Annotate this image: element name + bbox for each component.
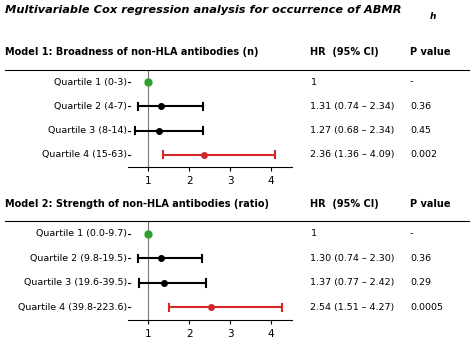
Text: 0.29: 0.29 bbox=[410, 278, 431, 287]
Text: Quartile 4 (15-63): Quartile 4 (15-63) bbox=[42, 150, 127, 159]
Text: 1.31 (0.74 – 2.34): 1.31 (0.74 – 2.34) bbox=[310, 102, 395, 111]
Text: 0.36: 0.36 bbox=[410, 102, 431, 111]
Text: Quartile 3 (19.6-39.5): Quartile 3 (19.6-39.5) bbox=[24, 278, 127, 287]
Text: P value: P value bbox=[410, 48, 450, 58]
Text: HR  (95% CI): HR (95% CI) bbox=[310, 199, 379, 209]
Text: -: - bbox=[410, 77, 413, 86]
Text: P value: P value bbox=[410, 199, 450, 209]
Text: 1: 1 bbox=[310, 229, 317, 238]
Text: Quartile 2 (4-7): Quartile 2 (4-7) bbox=[54, 102, 127, 111]
Text: Multivariable Cox regression analysis for occurrence of ABMR: Multivariable Cox regression analysis fo… bbox=[5, 5, 401, 15]
Text: Quartile 1 (0.0-9.7): Quartile 1 (0.0-9.7) bbox=[36, 229, 127, 238]
Text: h: h bbox=[429, 12, 436, 21]
Text: Model 1: Broadness of non-HLA antibodies (n): Model 1: Broadness of non-HLA antibodies… bbox=[5, 48, 258, 58]
Text: 0.002: 0.002 bbox=[410, 150, 437, 159]
Text: Quartile 1 (0-3): Quartile 1 (0-3) bbox=[54, 77, 127, 86]
Text: 1.30 (0.74 – 2.30): 1.30 (0.74 – 2.30) bbox=[310, 254, 395, 263]
Text: Quartile 4 (39.8-223.6): Quartile 4 (39.8-223.6) bbox=[18, 303, 127, 312]
Text: 2.54 (1.51 – 4.27): 2.54 (1.51 – 4.27) bbox=[310, 303, 395, 312]
Text: Model 2: Strength of non-HLA antibodies (ratio): Model 2: Strength of non-HLA antibodies … bbox=[5, 199, 269, 209]
Text: 2.36 (1.36 – 4.09): 2.36 (1.36 – 4.09) bbox=[310, 150, 395, 159]
Text: -: - bbox=[410, 229, 413, 238]
Text: 1.37 (0.77 – 2.42): 1.37 (0.77 – 2.42) bbox=[310, 278, 395, 287]
Text: 1.27 (0.68 – 2.34): 1.27 (0.68 – 2.34) bbox=[310, 126, 395, 135]
Text: 0.36: 0.36 bbox=[410, 254, 431, 263]
Text: Quartile 3 (8-14): Quartile 3 (8-14) bbox=[48, 126, 127, 135]
Text: Quartile 2 (9.8-19.5): Quartile 2 (9.8-19.5) bbox=[30, 254, 127, 263]
Text: 1: 1 bbox=[310, 77, 317, 86]
Text: 0.45: 0.45 bbox=[410, 126, 431, 135]
Text: HR  (95% CI): HR (95% CI) bbox=[310, 48, 379, 58]
Text: 0.0005: 0.0005 bbox=[410, 303, 443, 312]
